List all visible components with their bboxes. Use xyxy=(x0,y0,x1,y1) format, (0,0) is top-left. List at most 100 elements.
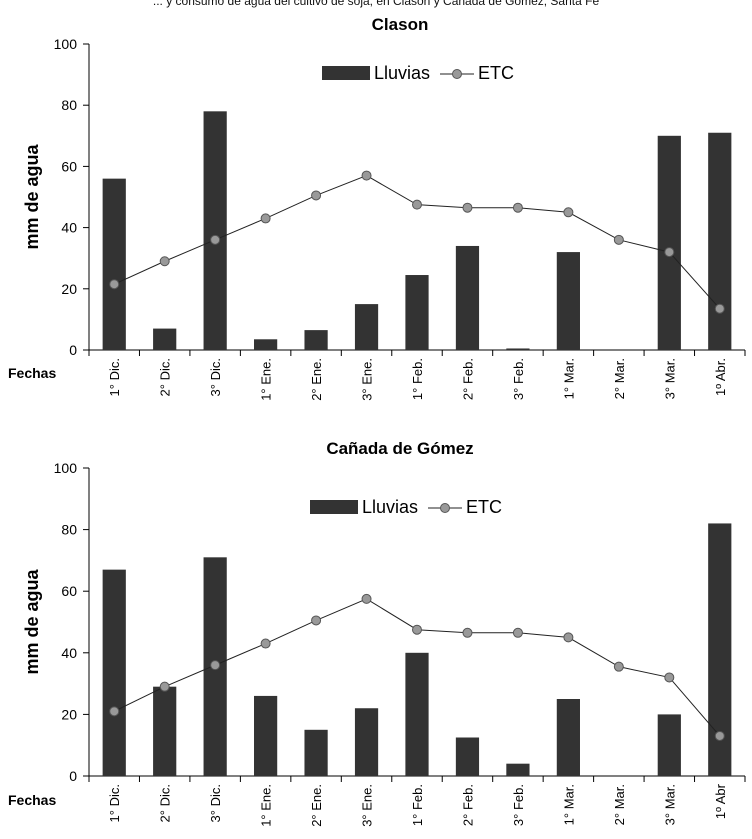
legend-marker-etc xyxy=(440,503,450,513)
legend-label-etc: ETC xyxy=(466,497,502,517)
y-tick-label: 60 xyxy=(61,583,77,599)
y-axis-label: mm de agua xyxy=(22,143,42,249)
etc-point xyxy=(311,615,322,626)
etc-point xyxy=(361,593,372,604)
y-tick-label: 80 xyxy=(61,97,77,113)
x-tick-label: 2° Ene. xyxy=(309,784,324,827)
x-tick-label: 1° Feb. xyxy=(410,784,425,826)
x-tick-label: 3° Dic. xyxy=(208,358,223,396)
bar-lluvias xyxy=(556,252,580,350)
legend-swatch-lluvias xyxy=(310,500,358,514)
x-tick-label: 3° Mar. xyxy=(662,358,677,399)
etc-point xyxy=(260,638,271,649)
etc-point xyxy=(210,660,221,671)
x-tick-label: 1° Mar. xyxy=(561,784,576,825)
x-tick-label: 1° Ene. xyxy=(259,358,274,401)
x-tick-label: 2° Feb. xyxy=(460,358,475,400)
x-tick-label: 1º Abr. xyxy=(713,358,728,396)
x-tick-label: 2° Dic. xyxy=(158,358,173,396)
etc-point xyxy=(159,256,170,267)
bar-lluvias xyxy=(102,178,126,350)
bar-lluvias xyxy=(556,699,580,776)
etc-point xyxy=(412,199,422,210)
etc-point xyxy=(210,234,221,245)
x-tick-label: 2° Mar. xyxy=(612,358,627,399)
bar-lluvias xyxy=(153,328,177,350)
etc-point xyxy=(613,234,624,245)
bar-lluvias xyxy=(203,111,227,350)
bar-lluvias xyxy=(657,714,681,776)
x-tick-label: 2° Mar. xyxy=(612,784,627,825)
x-tick-label: 1° Ene. xyxy=(259,784,274,827)
x-tick-label: 1° Dic. xyxy=(107,358,122,396)
x-tick-label: 3° Ene. xyxy=(360,358,375,401)
bar-lluvias xyxy=(254,339,278,350)
x-tick-label: 2° Feb. xyxy=(460,784,475,826)
bar-lluvias xyxy=(102,569,126,776)
x-tick-label: 1° Feb. xyxy=(410,358,425,400)
legend-label-etc: ETC xyxy=(478,63,514,83)
etc-point xyxy=(714,303,725,314)
page-header-text: ... y consumo de agua del cultivo de soj… xyxy=(152,0,600,8)
x-tick-label: 1° Dic. xyxy=(107,784,122,822)
y-tick-label: 40 xyxy=(61,220,77,236)
chart-title: Clason xyxy=(372,15,429,34)
etc-point xyxy=(109,706,120,717)
x-tick-label: 3° Feb. xyxy=(511,784,526,826)
etc-point xyxy=(109,279,120,290)
bar-lluvias xyxy=(455,245,480,350)
y-tick-label: 0 xyxy=(69,768,77,784)
etc-point xyxy=(412,624,422,635)
etc-point xyxy=(159,681,170,692)
legend-label-lluvias: Lluvias xyxy=(362,497,418,517)
bar-lluvias xyxy=(304,330,328,350)
bar-lluvias xyxy=(506,763,530,776)
bar-lluvias xyxy=(708,132,732,350)
bar-lluvias xyxy=(708,523,732,776)
y-tick-label: 0 xyxy=(69,342,77,358)
y-axis-label: mm de agua xyxy=(22,568,42,674)
etc-point xyxy=(462,627,473,638)
y-tick-label: 80 xyxy=(61,522,77,538)
etc-point xyxy=(462,202,473,213)
x-tick-label: 3° Dic. xyxy=(208,784,223,822)
etc-point xyxy=(512,202,523,213)
etc-point xyxy=(311,190,322,201)
etc-point xyxy=(563,207,574,218)
etc-point xyxy=(260,213,271,224)
y-tick-label: 100 xyxy=(54,460,78,476)
bar-lluvias xyxy=(354,304,379,350)
legend-marker-etc xyxy=(452,69,462,79)
chart-2: Cañada de Gómez mm de agua Fechas 0 20 40 60 80… xyxy=(8,439,746,827)
bar-lluvias xyxy=(354,708,379,776)
bar-lluvias xyxy=(153,686,177,776)
y-tick-label: 100 xyxy=(54,36,78,52)
x-tick-label: 1° Mar. xyxy=(561,358,576,399)
x-tick-label: 3° Feb. xyxy=(511,358,526,400)
bar-lluvias xyxy=(254,695,278,776)
etc-point xyxy=(664,672,675,683)
x-tick-label: 2° Ene. xyxy=(309,358,324,401)
x-tick-label: 3° Mar. xyxy=(662,784,677,825)
bar-lluvias xyxy=(506,348,530,350)
bar-lluvias xyxy=(304,729,328,776)
legend-label-lluvias: Lluvias xyxy=(374,63,430,83)
x-axis-label: Fechas xyxy=(8,792,56,808)
etc-point xyxy=(361,170,372,181)
chart-title: Cañada de Gómez xyxy=(326,439,473,458)
etc-point xyxy=(613,661,624,672)
bar-lluvias xyxy=(405,275,429,350)
bar-lluvias xyxy=(455,737,480,776)
chart-1: Clason mm de agua Fechas 0 20 40 60 80 100 1° Dic… xyxy=(8,15,746,401)
etc-point xyxy=(563,632,574,643)
legend-swatch-lluvias xyxy=(322,66,370,80)
y-tick-label: 20 xyxy=(61,706,77,722)
y-tick-label: 40 xyxy=(61,645,77,661)
y-tick-label: 20 xyxy=(61,281,77,297)
x-tick-label: 2° Dic. xyxy=(158,784,173,822)
bar-lluvias xyxy=(405,652,429,776)
etc-point xyxy=(664,247,675,258)
x-tick-label: 3° Ene. xyxy=(360,784,375,827)
etc-point xyxy=(714,730,725,741)
